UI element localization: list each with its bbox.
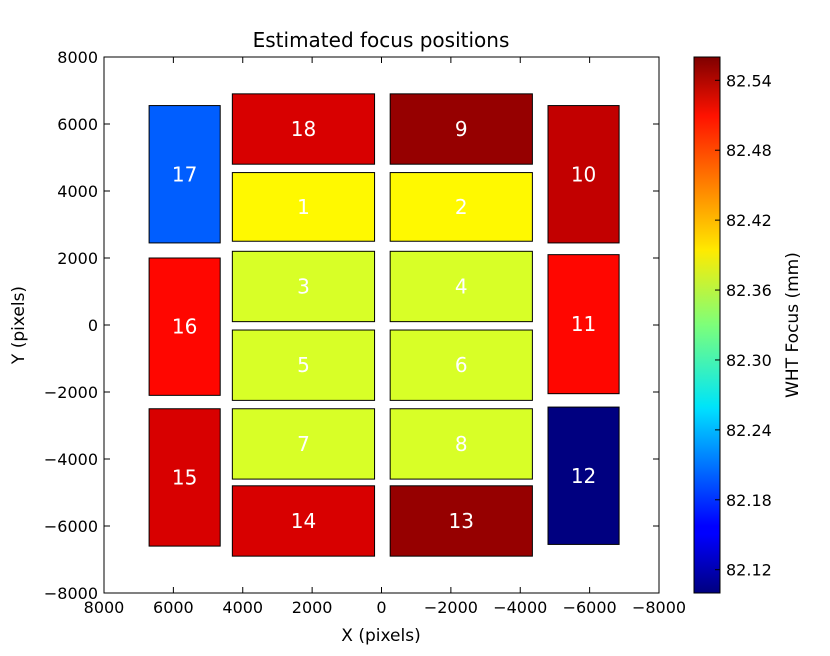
x-axis-label: X (pixels)	[341, 626, 420, 646]
x-tick-label: 4000	[222, 598, 263, 617]
colorbar-tick-label: 82.42	[726, 211, 772, 230]
ccd-label-18: 18	[291, 117, 316, 141]
ccd-18	[231, 93, 376, 165]
ccd-3	[231, 250, 376, 323]
x-tick-label: −4000	[493, 598, 547, 617]
ccd-9	[389, 93, 533, 165]
colorbar-tick-label: 82.36	[726, 281, 772, 300]
colorbar-tick-label: 82.24	[726, 421, 772, 440]
x-tick-label: 8000	[84, 598, 125, 617]
colorbar-tick-label: 82.48	[726, 141, 772, 160]
colorbar-ticks: 82.12 82.18 82.24 82.30 82.36 82.42 82.48 82.54	[715, 71, 772, 580]
x-axis-ticks: 8000 6000 4000 2000 0 −2000 −4000 −6000 −8000	[84, 57, 686, 617]
ccd-11	[547, 254, 620, 395]
ccd-14	[231, 485, 376, 557]
ccd-label-2: 2	[455, 195, 468, 219]
ccd-label-5: 5	[297, 353, 310, 377]
ccd-15	[148, 408, 221, 547]
ccd-label-1: 1	[297, 195, 310, 219]
y-tick-label: −4000	[44, 450, 98, 469]
ccd-12	[547, 406, 620, 545]
y-tick-label: 6000	[57, 115, 98, 134]
ccd-8	[389, 408, 533, 480]
y-axis-ticks: 8000 6000 4000 2000 0 −2000 −4000 −6000 −8000	[44, 48, 659, 603]
colorbar-tick-label: 82.30	[726, 351, 772, 370]
ccd-label-10: 10	[571, 162, 596, 186]
ccd-17	[148, 105, 221, 244]
ccd-label-11: 11	[571, 312, 596, 336]
ccd-label-17: 17	[172, 162, 197, 186]
ccd-label-13: 13	[449, 509, 474, 533]
ccd-label-3: 3	[297, 274, 310, 298]
ccd-16	[148, 257, 221, 396]
y-tick-label: −6000	[44, 517, 98, 536]
colorbar-label: WHT Focus (mm)	[783, 252, 803, 398]
colorbar	[693, 56, 721, 594]
ccd-label-12: 12	[571, 464, 596, 488]
x-tick-label: −2000	[424, 598, 478, 617]
ccd-label-14: 14	[291, 509, 316, 533]
x-tick-label: 0	[376, 598, 386, 617]
ccd-2	[389, 172, 533, 242]
y-tick-label: 0	[88, 316, 98, 335]
y-tick-label: 4000	[57, 182, 98, 201]
colorbar-tick-label: 82.18	[726, 491, 772, 510]
y-tick-label: −8000	[44, 584, 98, 603]
ccd-6	[389, 329, 533, 401]
ccd-13	[389, 485, 533, 557]
y-tick-label: 8000	[57, 48, 98, 67]
ccd-4	[389, 250, 533, 323]
colorbar-tick-label: 82.12	[726, 561, 772, 580]
y-axis-label: Y (pixels)	[9, 286, 29, 365]
ccd-1	[231, 172, 376, 242]
ccd-7	[231, 408, 376, 480]
y-tick-label: −2000	[44, 383, 98, 402]
ccd-label-8: 8	[455, 432, 468, 456]
ccd-label-7: 7	[297, 432, 310, 456]
y-tick-label: 2000	[57, 249, 98, 268]
ccd-label-9: 9	[455, 117, 468, 141]
colorbar-tick-label: 82.54	[726, 71, 772, 90]
ccd-5	[231, 329, 376, 401]
x-tick-label: −8000	[632, 598, 686, 617]
ccd-label-6: 6	[455, 353, 468, 377]
ccd-label-4: 4	[455, 274, 468, 298]
ccd-label-16: 16	[172, 315, 197, 339]
x-tick-label: −6000	[563, 598, 617, 617]
chart-title: Estimated focus positions	[253, 28, 510, 52]
x-tick-label: 2000	[292, 598, 333, 617]
x-tick-label: 6000	[153, 598, 194, 617]
ccd-label-15: 15	[172, 465, 197, 489]
ccd-10	[547, 105, 620, 244]
